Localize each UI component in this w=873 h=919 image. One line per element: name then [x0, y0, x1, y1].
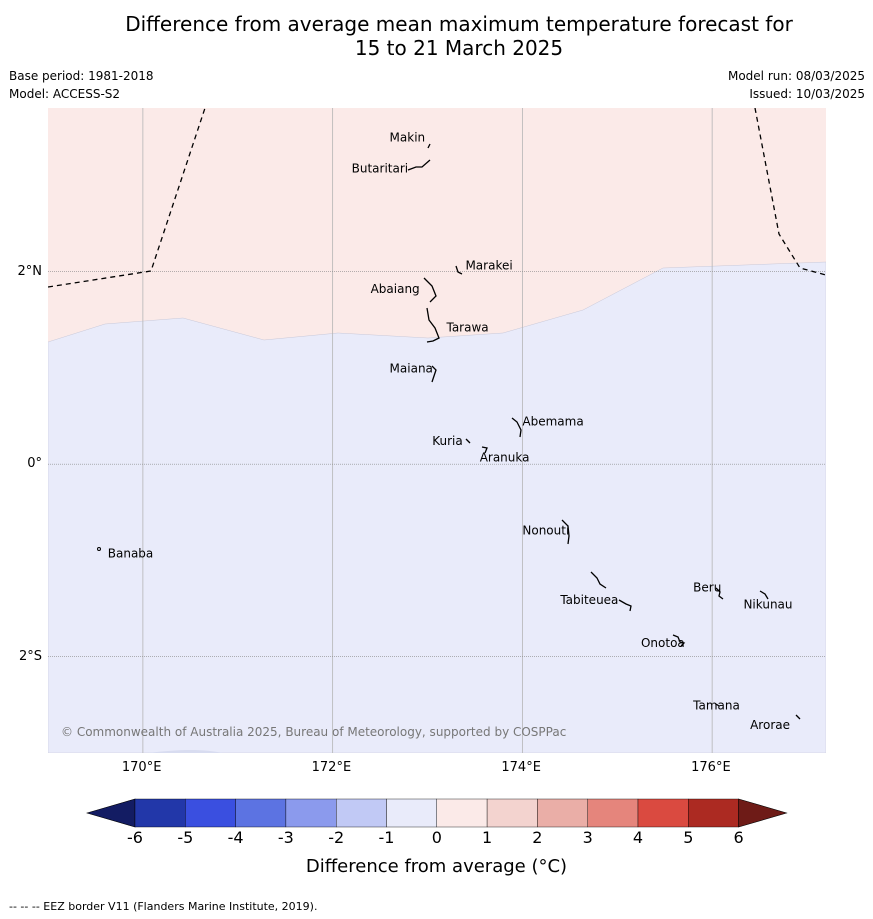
latitude-tick-label: 0° — [27, 456, 42, 472]
longitude-tick-label: 174°E — [501, 760, 541, 775]
island-outline — [759, 590, 769, 600]
model-run: Model run: 08/03/2025 — [727, 69, 865, 83]
island-outline — [431, 365, 437, 383]
colorbar-segment — [486, 798, 538, 828]
model-name: Model: ACCESS-S2 — [9, 87, 121, 101]
colorbar-title: Difference from average (°C) — [305, 856, 568, 877]
colorbar-tick-label: 1 — [482, 828, 493, 847]
island-outline — [465, 438, 471, 444]
place-label: Makin — [390, 131, 426, 145]
island-outline — [481, 446, 488, 454]
chart-title: Difference from average mean maximum tem… — [0, 12, 873, 60]
colorbar-segment — [285, 798, 337, 828]
island-outline — [455, 265, 463, 275]
colorbar-segment — [235, 798, 287, 828]
island-outline — [423, 277, 437, 303]
island-outline — [715, 703, 720, 707]
colorbar-tick-label: -4 — [227, 828, 244, 847]
colorbar-extend-low — [86, 798, 136, 828]
place-label: Banaba — [108, 547, 154, 561]
colorbar-tick-label: 4 — [632, 828, 644, 847]
place-label: Maiana — [390, 362, 433, 376]
colorbar-tick-label: 6 — [733, 828, 744, 847]
longitude-tick-label: 172°E — [311, 760, 352, 775]
island-outline — [426, 307, 440, 343]
colorbar-segment — [134, 798, 186, 828]
place-label: Nonouti — [522, 523, 569, 537]
colorbar-segment — [386, 798, 437, 828]
colorbar-extend-high — [738, 798, 788, 828]
place-label: Arorae — [750, 718, 790, 732]
colorbar-segment — [185, 798, 236, 828]
place-label: Abemama — [522, 415, 583, 429]
colorbar-tick-label: 2 — [532, 828, 543, 847]
place-label: Kuria — [432, 434, 463, 448]
island-outline — [618, 599, 632, 612]
latitude-tick-label: 2°N — [17, 263, 43, 279]
place-label: Abaiang — [371, 282, 420, 296]
colorbar — [86, 798, 788, 828]
place-label: Aranuka — [480, 450, 530, 464]
island-outline — [407, 159, 431, 171]
forecast-map: Makin Butaritari Marakei Abaiang Tarawa Maian… — [48, 108, 826, 753]
island-outline — [795, 714, 801, 720]
place-label: Tabiteuea — [559, 593, 618, 607]
colorbar-segment — [436, 798, 488, 828]
place-label: Marakei — [465, 259, 512, 273]
island-outline — [561, 519, 570, 545]
place-label: Tamana — [692, 699, 740, 713]
cool-patch — [148, 749, 223, 753]
island-outline — [427, 143, 431, 149]
colorbar-tick-label: -6 — [127, 828, 143, 847]
colorbar-tick-label: -1 — [378, 828, 395, 847]
eez-border-west — [48, 108, 206, 288]
title-line-2: 15 to 21 March 2025 — [354, 36, 564, 60]
colorbar-segment — [537, 798, 588, 828]
cool-region — [48, 261, 826, 753]
copyright-text: © Commonwealth of Australia 2025, Bureau… — [61, 725, 566, 739]
meta-left: Base period: 1981-2018 Model: ACCESS-S2 — [9, 67, 154, 103]
colorbar-tick-label: 3 — [582, 828, 593, 847]
latitude-tick-label: 2°S — [18, 648, 42, 664]
place-label: Beru — [693, 580, 721, 594]
place-label: Onotoa — [641, 636, 685, 650]
longitude-tick-label: 170°E — [121, 760, 162, 775]
colorbar-segment — [688, 798, 739, 828]
colorbar-tick-label: 5 — [683, 828, 694, 847]
base-period: Base period: 1981-2018 — [9, 69, 154, 83]
colorbar-tick-label: 0 — [431, 828, 442, 847]
banaba-island — [97, 547, 101, 551]
meta-right: Model run: 08/03/2025 Issued: 10/03/2025 — [728, 67, 865, 103]
issued-date: Issued: 10/03/2025 — [749, 87, 865, 101]
eez-border-east — [754, 108, 826, 276]
place-label: Nikunau — [743, 598, 792, 612]
island-outline — [590, 571, 607, 589]
colorbar-segment — [637, 798, 689, 828]
place-label: Tarawa — [445, 320, 488, 334]
colorbar-segment — [587, 798, 639, 828]
place-label: Butaritari — [352, 162, 409, 176]
island-outline — [511, 417, 522, 438]
eez-footnote: -- -- -- EEZ border V11 (Flanders Marine… — [9, 900, 318, 913]
colorbar-tick-label: -5 — [177, 828, 194, 847]
island-outline — [672, 634, 686, 647]
colorbar-tick-label: -3 — [277, 828, 294, 847]
colorbar-tick-label: -2 — [328, 828, 345, 847]
colorbar-segment — [335, 798, 387, 828]
island-outline — [715, 587, 724, 600]
longitude-tick-label: 176°E — [691, 760, 731, 775]
title-line-1: Difference from average mean maximum tem… — [125, 12, 793, 36]
